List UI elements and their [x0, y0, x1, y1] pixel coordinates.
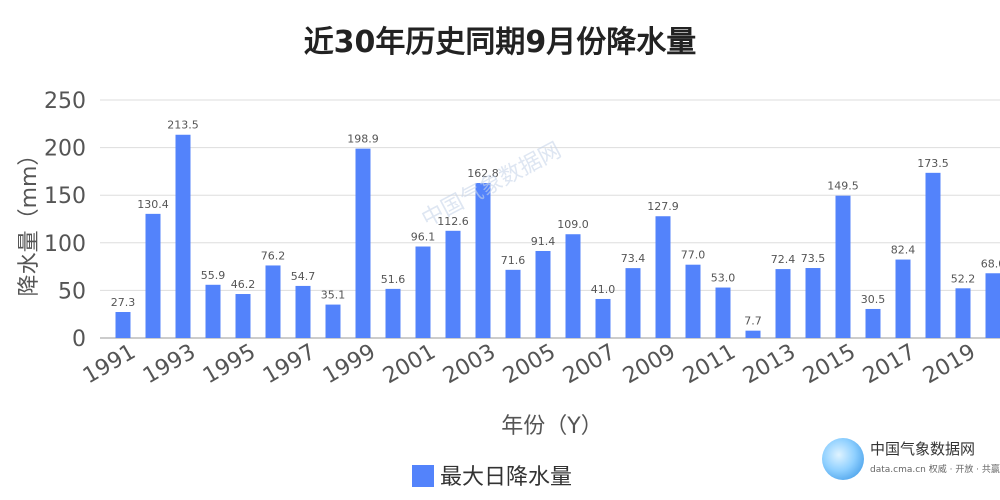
- data-label: 162.8: [467, 167, 499, 180]
- data-label: 91.4: [531, 235, 556, 248]
- data-label: 213.5: [167, 119, 199, 132]
- data-label: 51.6: [381, 273, 406, 286]
- x-tick-label: 2019: [919, 340, 980, 390]
- bar: [385, 288, 401, 338]
- bar: [565, 234, 581, 338]
- x-tick-label: 1999: [319, 340, 380, 390]
- data-label: 30.5: [861, 293, 886, 306]
- x-tick-label: 2005: [499, 340, 560, 390]
- y-tick-label: 150: [44, 184, 86, 209]
- bar: [925, 172, 941, 338]
- brand-url: data.cma.cn 权威 · 开放 · 共赢: [870, 465, 1000, 475]
- data-label: 109.0: [557, 218, 589, 231]
- x-tick-label: 2009: [619, 340, 680, 390]
- data-label: 54.7: [291, 270, 316, 283]
- bar: [145, 213, 161, 338]
- data-label: 149.5: [827, 180, 859, 193]
- data-label: 27.3: [111, 296, 136, 309]
- brand-name: 中国气象数据网: [870, 440, 976, 458]
- bar: [535, 250, 551, 338]
- cma-logo-icon: [822, 438, 864, 480]
- y-tick-label: 100: [44, 232, 86, 257]
- bars: [115, 134, 1000, 338]
- x-axis-label: 年份（Y）: [501, 414, 602, 439]
- data-label: 68.0: [981, 257, 1000, 270]
- data-label: 76.2: [261, 249, 286, 262]
- data-label: 73.4: [621, 252, 646, 265]
- bar: [865, 308, 881, 338]
- data-label: 71.6: [501, 254, 526, 267]
- bar: [805, 268, 821, 338]
- bar: [355, 148, 371, 338]
- legend-label: 最大日降水量: [440, 465, 572, 490]
- y-axis-ticks: 0 50 100 150 200 250: [44, 89, 86, 352]
- bar: [175, 134, 191, 338]
- x-tick-label: 1995: [199, 340, 260, 390]
- bar: [685, 264, 701, 338]
- x-tick-label: 1997: [259, 340, 320, 390]
- bar: [325, 304, 341, 338]
- data-label: 127.9: [647, 200, 679, 213]
- x-tick-label: 2007: [559, 340, 620, 390]
- bar: [475, 183, 491, 338]
- data-label: 112.6: [437, 215, 469, 228]
- bar: [985, 273, 1000, 338]
- chart-title: 近30年历史同期9月份降水量: [304, 25, 697, 60]
- bar: [445, 230, 461, 338]
- bar: [625, 268, 641, 338]
- data-label: 55.9: [201, 269, 226, 282]
- y-tick-label: 250: [44, 89, 86, 114]
- data-label: 35.1: [321, 289, 346, 302]
- y-axis-label: 降水量（mm）: [17, 144, 42, 297]
- x-tick-label: 1993: [139, 340, 200, 390]
- bar: [835, 195, 851, 338]
- bar: [655, 216, 671, 338]
- bar: [955, 288, 971, 338]
- data-label: 96.1: [411, 231, 436, 244]
- data-label: 77.0: [681, 249, 706, 262]
- data-label: 46.2: [231, 278, 256, 291]
- bar: [295, 285, 311, 338]
- bar: [415, 246, 431, 338]
- data-label: 52.2: [951, 272, 976, 285]
- data-label: 72.4: [771, 253, 796, 266]
- y-tick-label: 50: [58, 279, 86, 304]
- bar: [715, 287, 731, 338]
- data-label: 73.5: [801, 252, 826, 265]
- x-tick-label: 2003: [439, 340, 500, 390]
- brand-logo: 中国气象数据网 data.cma.cn 权威 · 开放 · 共赢: [822, 436, 1000, 486]
- y-tick-label: 0: [72, 327, 86, 352]
- data-label: 198.9: [347, 133, 379, 146]
- legend: 最大日降水量: [412, 465, 572, 490]
- x-tick-label: 2011: [679, 340, 740, 390]
- bar: [745, 330, 761, 338]
- bar: [775, 269, 791, 338]
- data-label: 41.0: [591, 283, 616, 296]
- data-label: 7.7: [744, 315, 762, 328]
- x-axis-ticks: 1991 1993 1995 1997 1999 2001 2003 2005 2007 2009…: [79, 340, 980, 390]
- bar: [895, 259, 911, 338]
- bar: [595, 298, 611, 338]
- bar: [115, 312, 131, 338]
- x-tick-label: 2001: [379, 340, 440, 390]
- bar: [235, 294, 251, 338]
- x-tick-label: 2017: [859, 340, 920, 390]
- data-label: 173.5: [917, 157, 949, 170]
- x-tick-label: 2013: [739, 340, 800, 390]
- y-tick-label: 200: [44, 137, 86, 162]
- data-label: 53.0: [711, 272, 736, 285]
- bar: [505, 269, 521, 338]
- data-labels: 27.3 130.4 213.5 55.9 46.2 76.2 54.7 35.1 198.9 5…: [111, 119, 1000, 328]
- legend-swatch: [412, 465, 434, 487]
- data-label: 82.4: [891, 244, 916, 257]
- bar: [265, 265, 281, 338]
- x-tick-label: 2015: [799, 340, 860, 390]
- x-tick-label: 1991: [79, 340, 140, 390]
- data-label: 130.4: [137, 198, 169, 211]
- bar: [205, 284, 221, 338]
